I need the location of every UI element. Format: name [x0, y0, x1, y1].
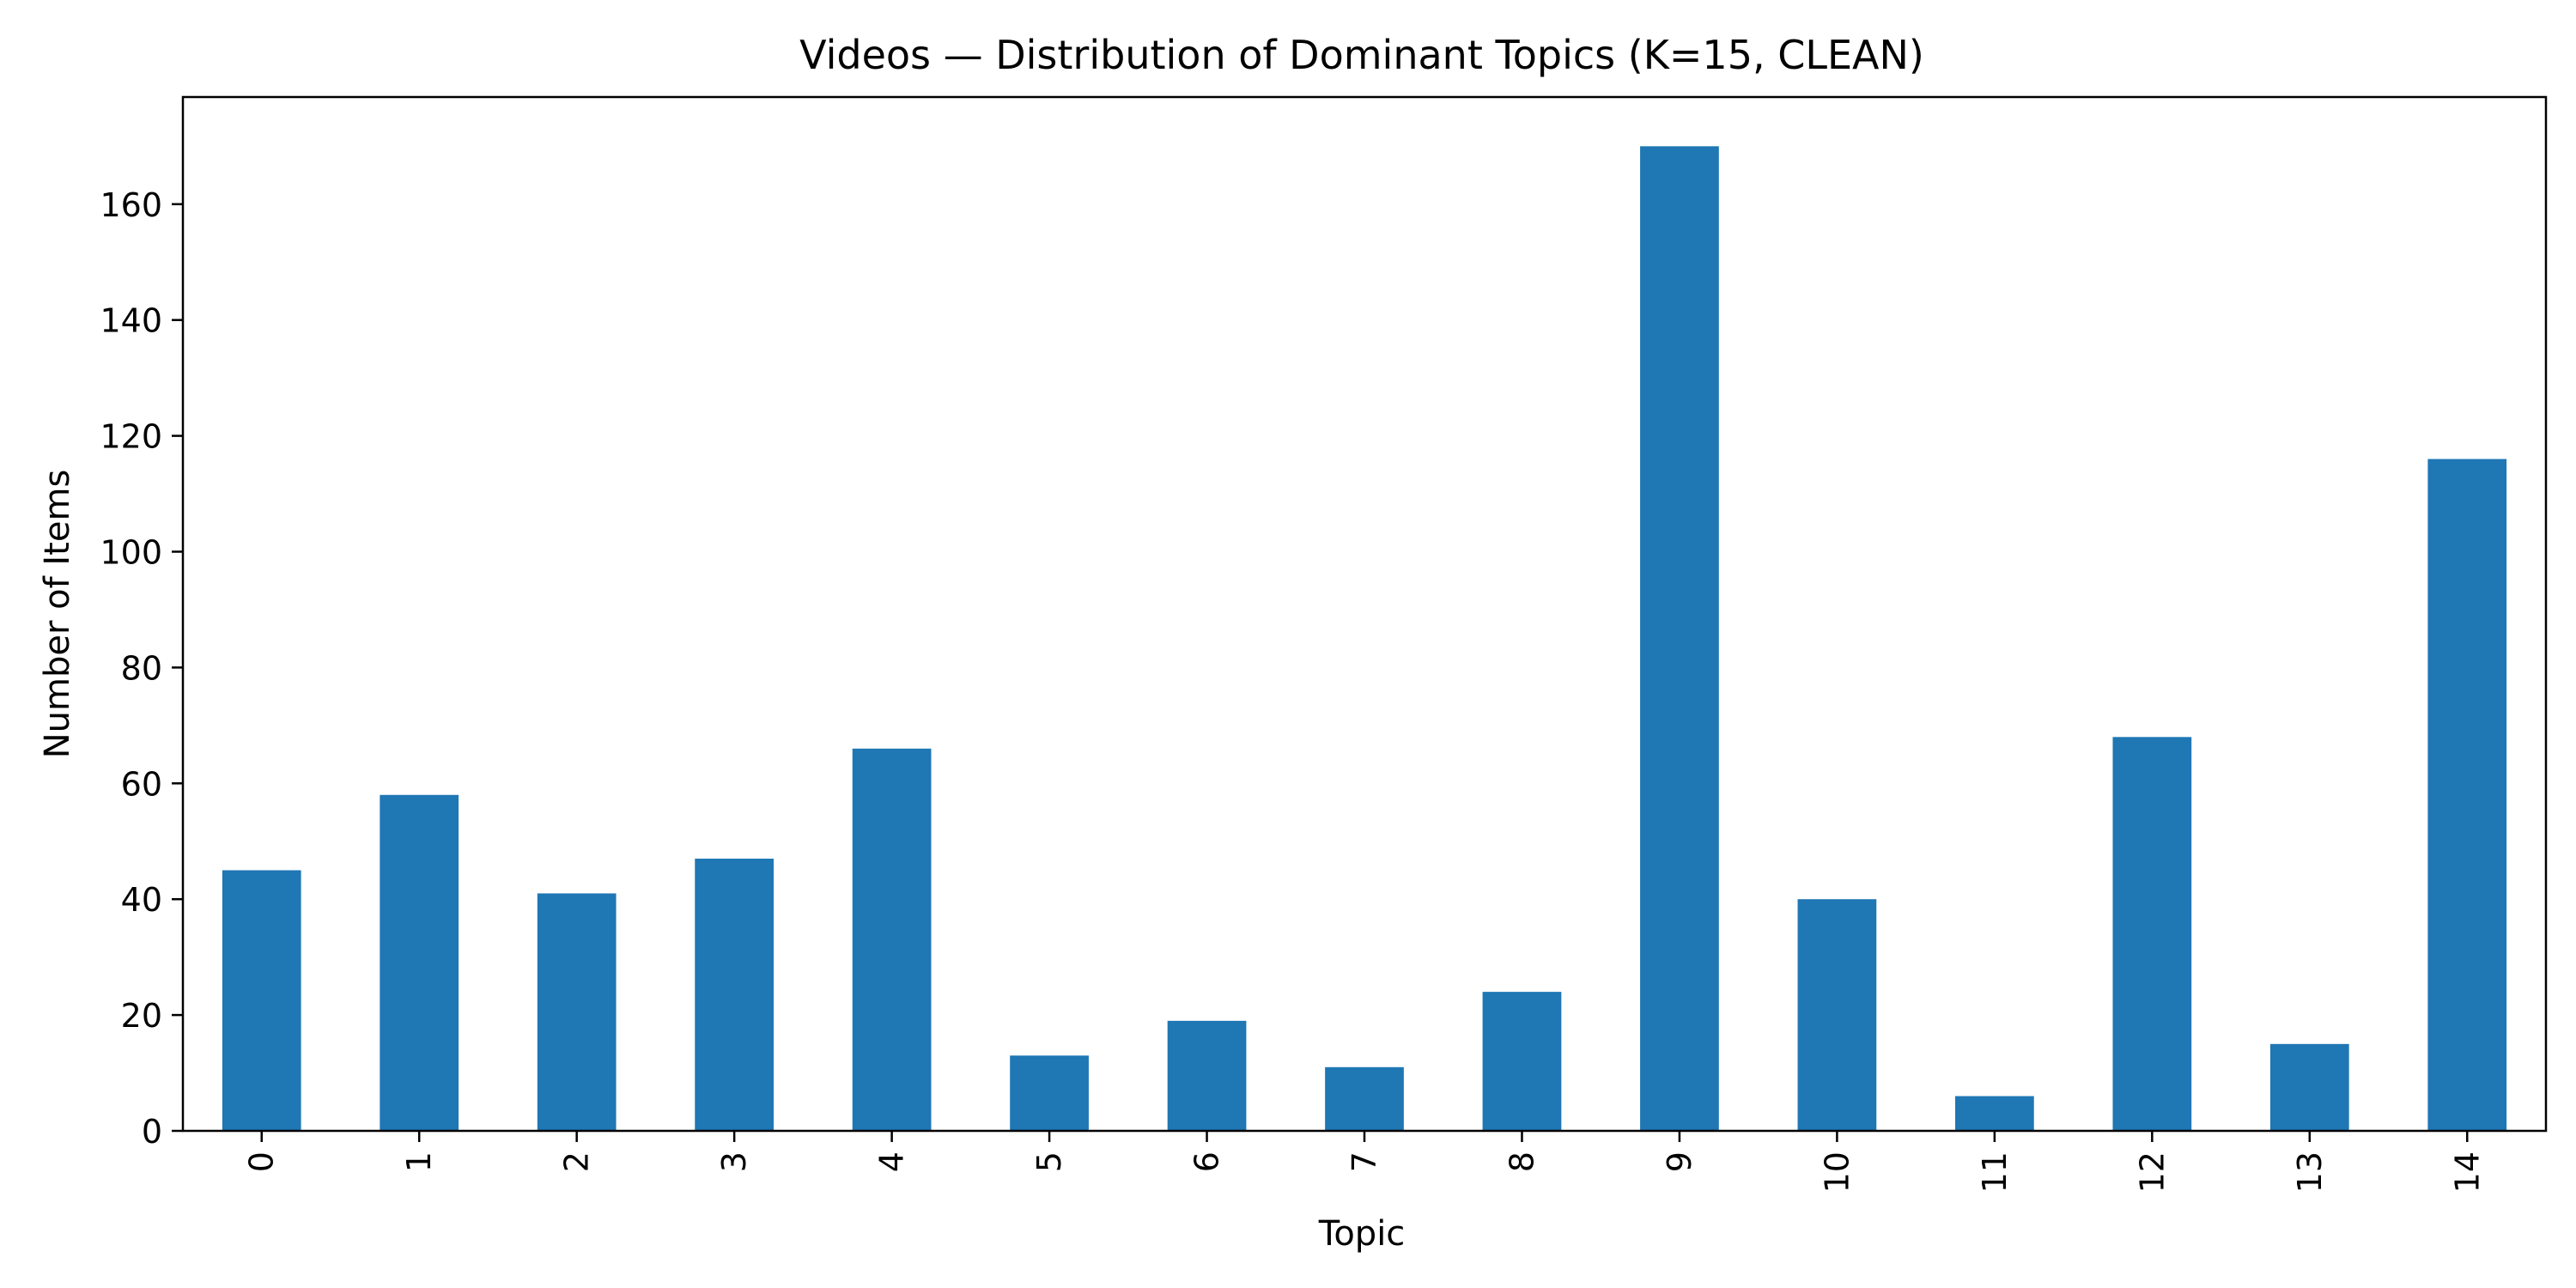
x-axis-ticks: 0 1 2 3 4 5 6 7 8 9 10 11 12 13 14 [243, 1131, 2486, 1193]
x-tick-label: 13 [2291, 1151, 2329, 1193]
x-axis-label: Topic [1318, 1214, 1406, 1254]
bar-topic-8 [1482, 992, 1562, 1131]
y-axis-ticks: 0 20 40 60 80 100 120 140 160 [100, 186, 183, 1151]
x-tick-label: 4 [873, 1151, 911, 1172]
bar-topic-12 [2112, 737, 2192, 1131]
bars-layer [222, 146, 2507, 1132]
bar-topic-13 [2269, 1043, 2349, 1131]
y-axis-label: Number of Items [38, 470, 77, 759]
bar-topic-6 [1167, 1020, 1247, 1131]
bar-topic-2 [537, 893, 617, 1131]
bar-topic-1 [380, 794, 459, 1131]
bar-topic-4 [852, 748, 932, 1131]
bar-topic-5 [1010, 1055, 1089, 1131]
bar-topic-11 [1955, 1096, 2034, 1131]
x-tick-label: 3 [715, 1151, 753, 1172]
x-tick-label: 7 [1346, 1151, 1383, 1172]
bar-topic-0 [222, 870, 301, 1131]
bar-topic-7 [1325, 1066, 1404, 1131]
y-tick-label: 60 [121, 765, 162, 803]
bar-topic-3 [695, 858, 774, 1131]
x-tick-label: 9 [1661, 1151, 1698, 1172]
y-tick-label: 120 [100, 418, 162, 456]
y-tick-label: 140 [100, 302, 162, 340]
x-tick-label: 10 [1818, 1151, 1856, 1193]
y-tick-label: 20 [121, 997, 162, 1035]
y-tick-label: 0 [142, 1113, 162, 1151]
x-tick-label: 5 [1030, 1151, 1068, 1172]
x-tick-label: 11 [1976, 1151, 2014, 1193]
y-tick-label: 80 [121, 649, 162, 687]
chart-title: Videos — Distribution of Dominant Topics… [799, 32, 1924, 78]
x-tick-label: 2 [558, 1151, 596, 1172]
bar-topic-9 [1640, 146, 1719, 1132]
y-tick-label: 100 [100, 533, 162, 571]
plot-area-frame [181, 95, 2548, 1133]
x-tick-label: 8 [1503, 1151, 1540, 1172]
x-tick-label: 1 [400, 1151, 438, 1172]
bar-topic-14 [2427, 459, 2507, 1131]
y-tick-label: 40 [121, 881, 162, 919]
bar-topic-10 [1797, 899, 1877, 1131]
x-tick-label: 14 [2448, 1151, 2486, 1193]
y-tick-label: 160 [100, 186, 162, 224]
x-tick-label: 6 [1188, 1151, 1226, 1172]
x-tick-label: 12 [2133, 1151, 2171, 1193]
x-tick-label: 0 [243, 1151, 281, 1172]
